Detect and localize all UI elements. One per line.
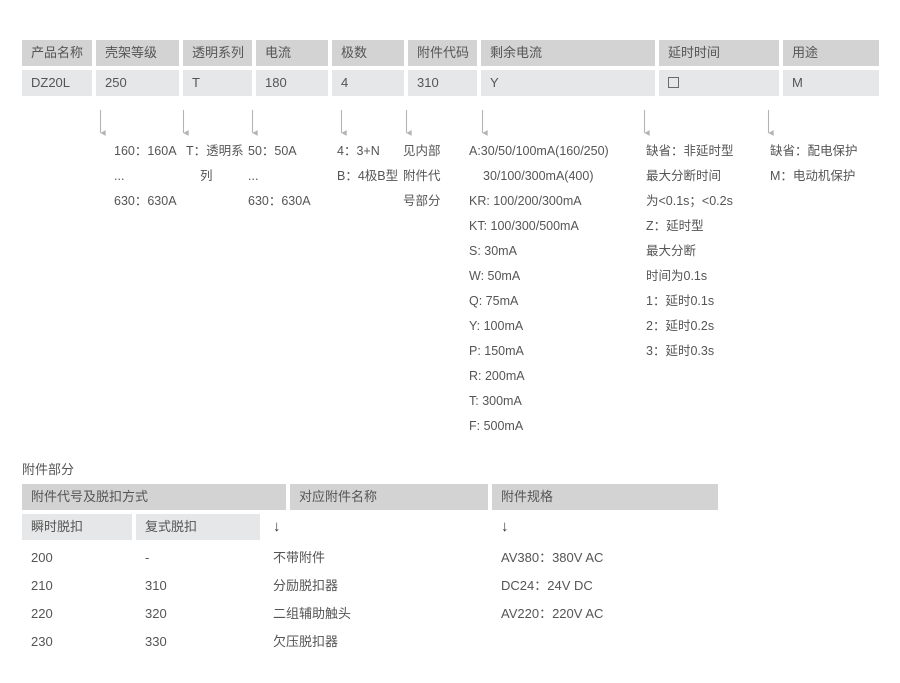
accessories-table-row: 200 - 不带附件 AV380：380V AC: [22, 544, 722, 572]
explanation-line: M：电动机保护: [770, 169, 856, 183]
explanation-line: 列: [200, 169, 213, 183]
explanation-line: 160：160A: [114, 144, 177, 158]
explanation-line: KT: 100/300/500mA: [469, 219, 579, 233]
accessories-subheader-name-arrow-icon: ↓: [273, 518, 281, 535]
explanation-line: T: 300mA: [469, 394, 522, 408]
model-value-application: M: [783, 70, 879, 96]
explanation-line: Q: 75mA: [469, 294, 519, 308]
model-header-accessory-code: 附件代码: [408, 40, 477, 66]
explanation-line: 最大分断时间: [646, 169, 722, 183]
explanation-line: Y: 100mA: [469, 319, 524, 333]
accessories-subheader-spec-arrow-icon: ↓: [501, 518, 509, 535]
explanation-current: 50：50A ... 630：630A: [248, 139, 334, 214]
explanation-line: R: 200mA: [469, 369, 525, 383]
accessory-spec: AV220：220V AC: [501, 606, 604, 621]
accessory-compound-trip-code: 310: [145, 578, 167, 593]
accessories-header-code-and-trip: 附件代号及脱扣方式: [22, 484, 286, 510]
accessories-table-row: 230 330 欠压脱扣器: [22, 628, 722, 656]
accessory-instant-trip-code: 200: [31, 550, 53, 565]
accessory-compound-trip-code: -: [145, 550, 150, 565]
explanation-line: 号部分: [403, 194, 441, 208]
accessory-compound-trip-code: 330: [145, 634, 167, 649]
model-value-accessory-code: 310: [408, 70, 477, 96]
accessory-instant-trip-code: 230: [31, 634, 53, 649]
model-code-table: 产品名称 壳架等级 透明系列 电流 极数 附件代码 剩余电流 延时时间 用途 D…: [22, 40, 883, 96]
explanation-line: KR: 100/200/300mA: [469, 194, 582, 208]
accessory-compound-trip-code: 320: [145, 606, 167, 621]
explanation-line: P: 150mA: [469, 344, 524, 358]
explanation-line: 见内部: [403, 144, 441, 158]
model-value-poles: 4: [332, 70, 404, 96]
explanation-line: 4：3+N: [337, 144, 380, 158]
model-header-residual-current: 剩余电流: [481, 40, 655, 66]
accessory-instant-trip-code: 220: [31, 606, 53, 621]
explanation-line: 630：630A: [248, 194, 311, 208]
explanation-application: 缺省：配电保护 M：电动机保护: [770, 139, 880, 189]
accessories-header-row: 附件代号及脱扣方式 对应附件名称 附件规格: [22, 484, 722, 510]
empty-square-icon: [668, 77, 679, 89]
explanation-line: Z：延时型: [646, 219, 704, 233]
model-header-application: 用途: [783, 40, 879, 66]
explanation-line: ...: [248, 169, 259, 183]
explanation-line: 50：50A: [248, 144, 297, 158]
explanation-delay-time: 缺省：非延时型 最大分断时间 为<0.1s；<0.2s Z：延时型 最大分断 时…: [646, 139, 768, 364]
explanation-line: 630：630A: [114, 194, 177, 208]
model-value-residual-current: Y: [481, 70, 655, 96]
accessories-header-name: 对应附件名称: [290, 484, 488, 510]
model-value-delay-time: [659, 70, 779, 96]
explanation-line: A:30/50/100mA(160/250): [469, 144, 609, 158]
accessories-subheader-compound-trip: 复式脱扣: [136, 514, 260, 540]
accessory-instant-trip-code: 210: [31, 578, 53, 593]
explanation-line: 2：延时0.2s: [646, 319, 715, 333]
model-header-frame-rating: 壳架等级: [96, 40, 179, 66]
model-header-product-name: 产品名称: [22, 40, 92, 66]
explanation-line: T：透明系: [186, 144, 244, 158]
explanation-line: 缺省：非延时型: [646, 144, 734, 158]
explanation-line: 1：延时0.1s: [646, 294, 715, 308]
explanation-line: ...: [114, 169, 125, 183]
accessory-spec: AV380：380V AC: [501, 550, 604, 565]
explanation-poles: 4：3+N B：4极B型: [337, 139, 405, 189]
explanation-line: 3：延时0.3s: [646, 344, 715, 358]
explanation-line: 时间为0.1s: [646, 269, 708, 283]
explanation-line: 为<0.1s；<0.2s: [646, 194, 733, 208]
accessories-table-row: 220 320 二组辅助触头 AV220：220V AC: [22, 600, 722, 628]
model-header-transparent: 透明系列: [183, 40, 252, 66]
explanation-line: W: 50mA: [469, 269, 521, 283]
accessories-section-title: 附件部分: [22, 462, 75, 477]
explanation-line: 附件代: [403, 169, 441, 183]
accessories-header-spec: 附件规格: [492, 484, 718, 510]
explanation-accessory-code: 见内部 附件代 号部分: [403, 139, 469, 214]
accessory-spec: DC24：24V DC: [501, 578, 593, 593]
explanation-line: 30/100/300mA(400): [483, 169, 594, 183]
accessory-name: 二组辅助触头: [273, 606, 352, 621]
explanation-residual-current: A:30/50/100mA(160/250) 30/100/300mA(400)…: [469, 139, 645, 439]
model-value-frame-rating: 250: [96, 70, 179, 96]
model-value-transparent: T: [183, 70, 252, 96]
accessories-table: 附件代号及脱扣方式 对应附件名称 附件规格 瞬时脱扣 复式脱扣 ↓ ↓ 200 …: [22, 484, 722, 656]
model-header-delay-time: 延时时间: [659, 40, 779, 66]
model-header-poles: 极数: [332, 40, 404, 66]
accessory-name: 不带附件: [273, 550, 326, 565]
explanation-transparent-series: T：透明系 列: [186, 139, 248, 189]
model-value-current: 180: [256, 70, 328, 96]
model-value-product-name: DZ20L: [22, 70, 92, 96]
accessory-name: 欠压脱扣器: [273, 634, 339, 649]
explanation-line: S: 30mA: [469, 244, 517, 258]
model-table-header-row: 产品名称 壳架等级 透明系列 电流 极数 附件代码 剩余电流 延时时间 用途: [22, 40, 883, 66]
explanation-line: 缺省：配电保护: [770, 144, 858, 158]
explanation-line: B：4极B型: [337, 169, 399, 183]
accessory-spec: [492, 628, 718, 656]
explanation-line: F: 500mA: [469, 419, 524, 433]
accessories-subheader-instant-trip: 瞬时脱扣: [22, 514, 132, 540]
accessory-name: 分励脱扣器: [273, 578, 339, 593]
accessories-subheader-row: 瞬时脱扣 复式脱扣 ↓ ↓: [22, 514, 722, 540]
explanation-line: 最大分断: [646, 244, 697, 258]
explanation-frame-rating: 160：160A ... 630：630A: [114, 139, 186, 214]
accessories-table-row: 210 310 分励脱扣器 DC24：24V DC: [22, 572, 722, 600]
model-header-current: 电流: [256, 40, 328, 66]
model-table-value-row: DZ20L 250 T 180 4 310 Y M: [22, 70, 883, 96]
